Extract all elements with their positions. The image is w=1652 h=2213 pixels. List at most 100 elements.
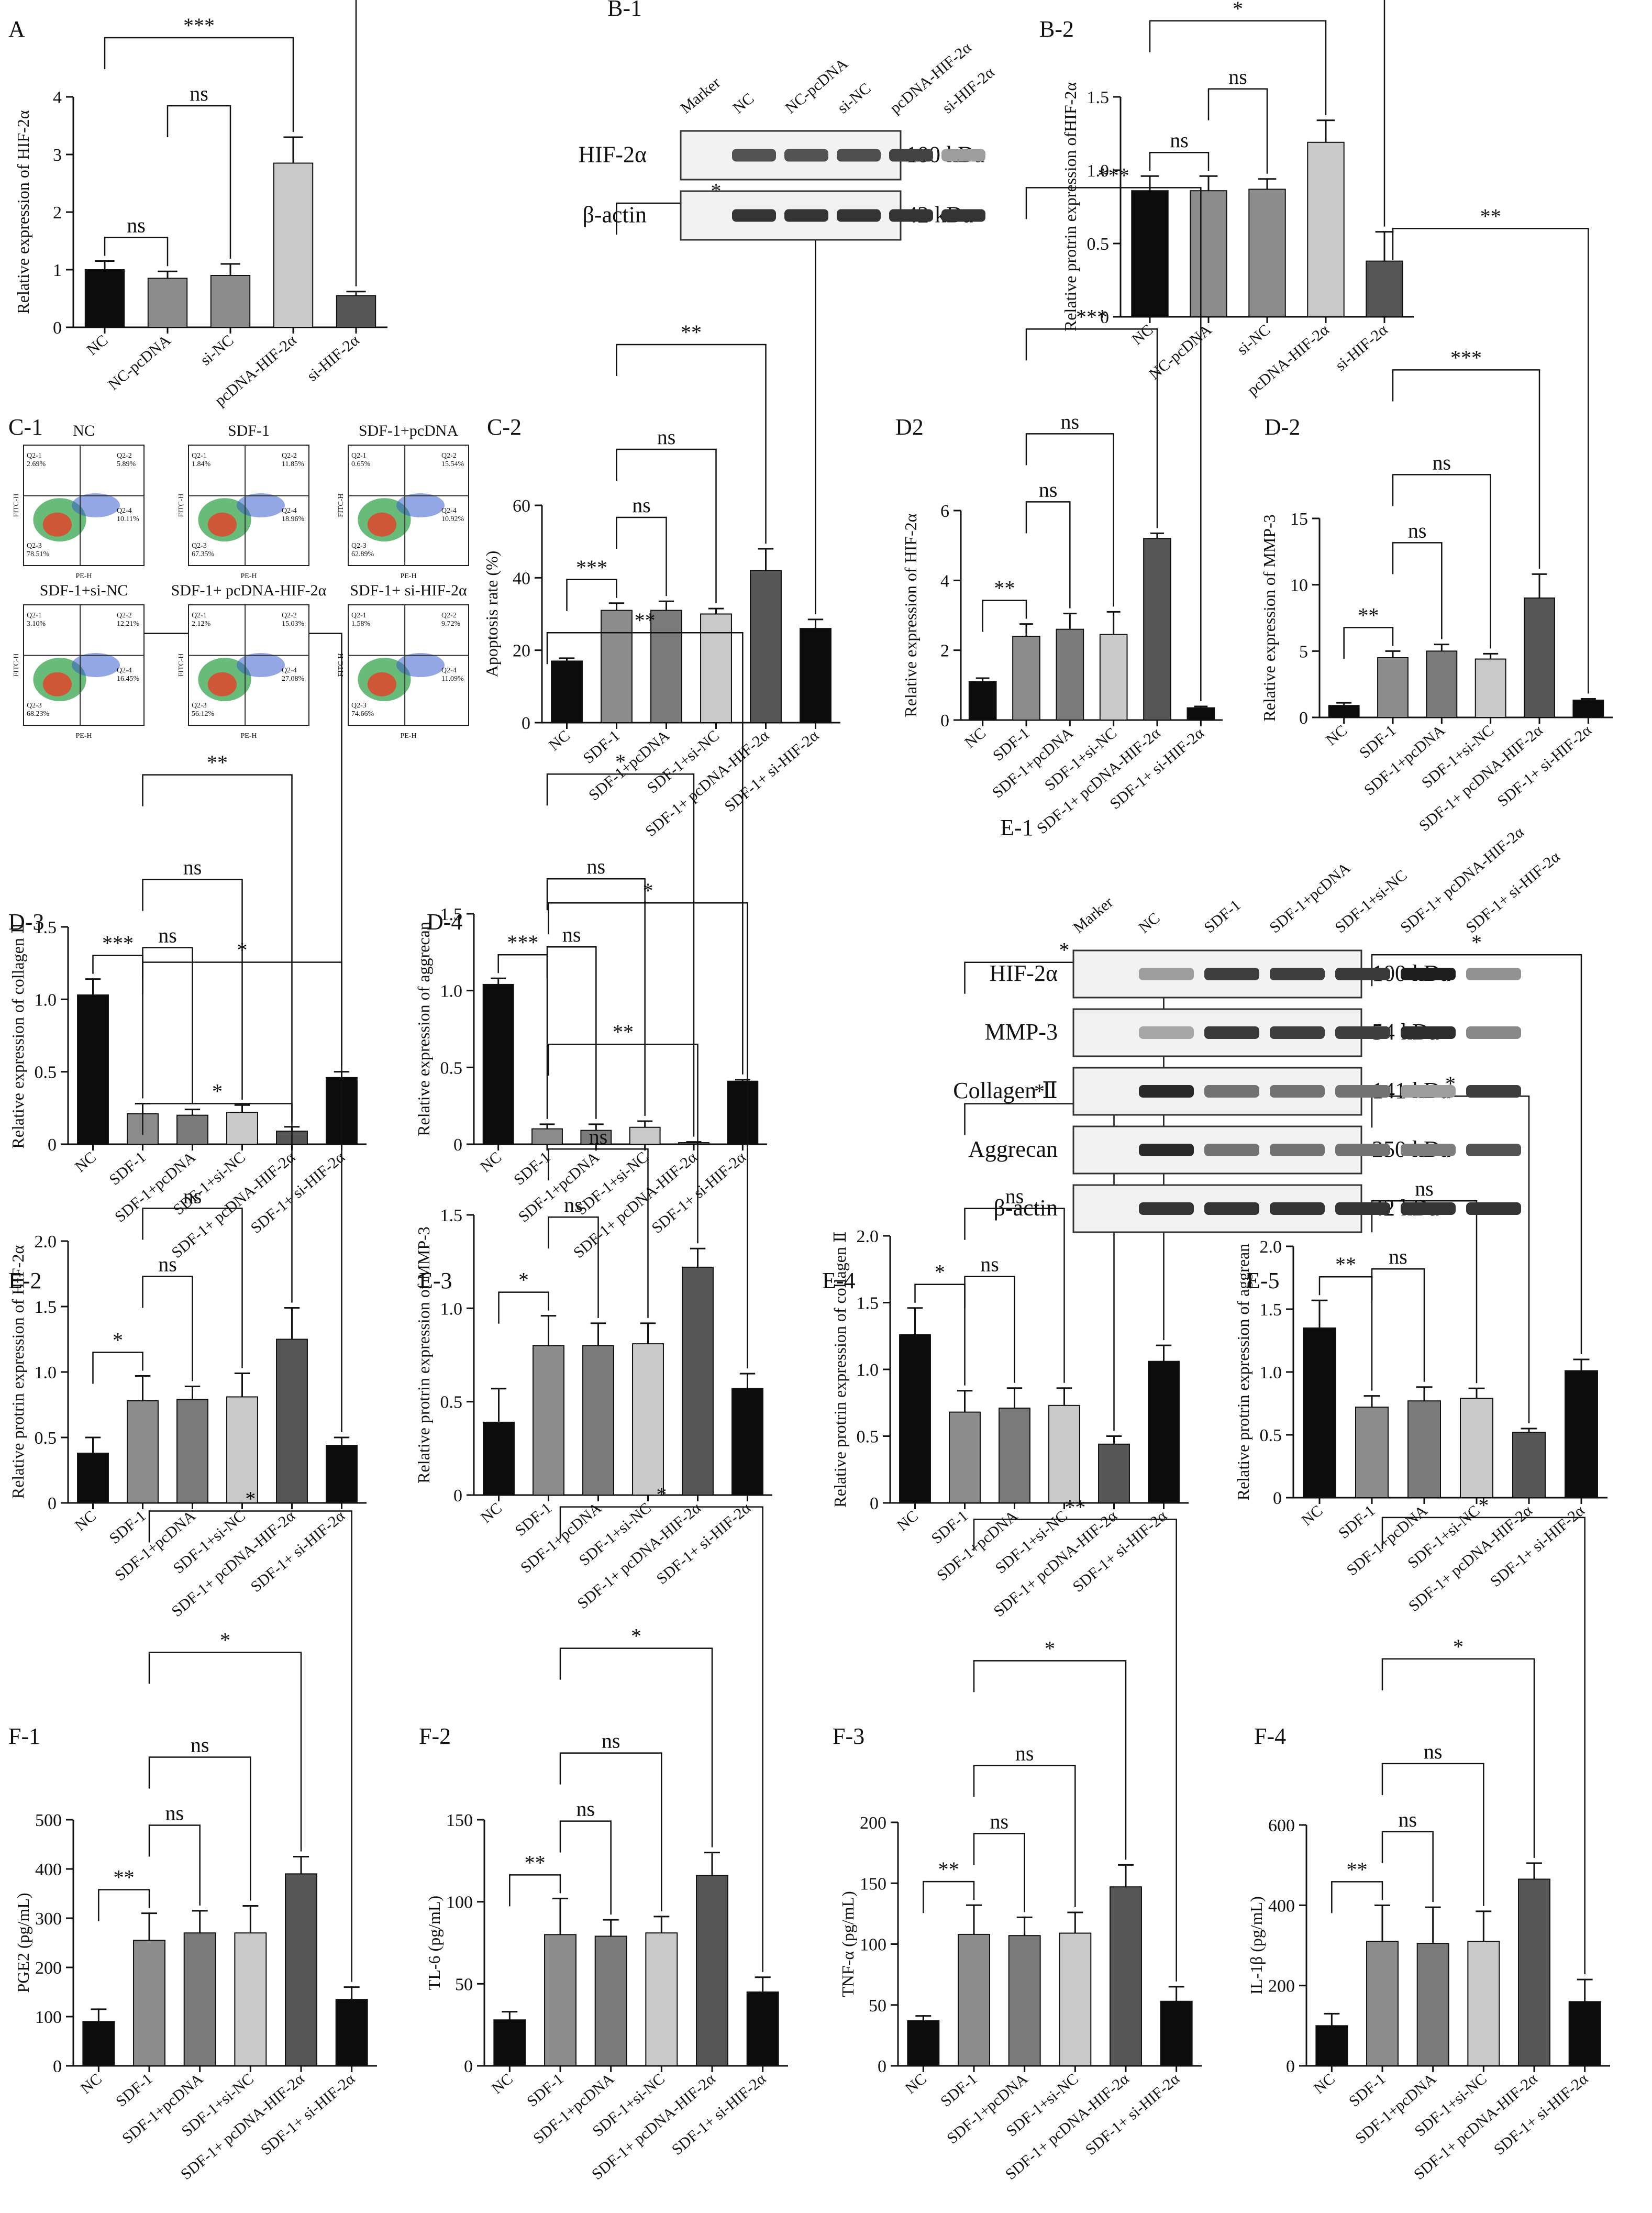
bar-0 bbox=[899, 1334, 931, 1503]
sig-bracket bbox=[104, 237, 169, 267]
sig-bracket bbox=[1025, 501, 1071, 608]
bar-5 bbox=[326, 1445, 358, 1503]
sig-bracket bbox=[964, 1208, 1065, 1383]
bar-0 bbox=[77, 1453, 109, 1503]
quad-name: Q2-1 bbox=[27, 452, 42, 460]
blot-band bbox=[1401, 1085, 1456, 1098]
quad-pct: 10.92% bbox=[441, 515, 464, 523]
quad-name: Q2-2 bbox=[282, 612, 297, 619]
y-tick-label: 100 bbox=[35, 2008, 62, 2027]
flow-plot: NC Q2-12.69% Q2-25.89% Q2-378.51% Q2-410.11%… bbox=[13, 422, 145, 580]
sig-bracket bbox=[142, 961, 342, 1432]
quad-pct: 15.03% bbox=[282, 620, 305, 628]
sig-bracket bbox=[964, 1103, 1115, 1431]
bar-0 bbox=[1131, 190, 1169, 318]
sig-label: ** bbox=[114, 1866, 135, 1889]
y-tick-label: 0.5 bbox=[440, 1058, 463, 1078]
blot-row-label: Aggrecan bbox=[968, 1136, 1058, 1162]
y-tick-label: 0 bbox=[1286, 2057, 1295, 2076]
x-tick-label: SDF-1 bbox=[106, 1148, 149, 1189]
y-tick-label: 0 bbox=[1100, 308, 1109, 327]
panel-label-F2: F-2 bbox=[419, 1723, 451, 1749]
sig-label: ns bbox=[191, 1733, 209, 1757]
blot-band bbox=[1335, 1085, 1390, 1098]
sig-bracket bbox=[1371, 1268, 1425, 1382]
sig-bracket bbox=[142, 879, 243, 1100]
sig-bracket bbox=[1025, 433, 1114, 607]
x-tick-label: si-HIF-2α bbox=[304, 331, 363, 385]
y-axis-label: Relative protrin expression ofHIF-2α bbox=[1061, 82, 1080, 331]
sig-bracket bbox=[1383, 0, 1385, 227]
lane-label: NC bbox=[1135, 909, 1163, 936]
sig-bracket bbox=[546, 878, 646, 1116]
x-tick-label: NC bbox=[1298, 1502, 1326, 1529]
y-axis-label: TNF-α (pg/mL) bbox=[838, 1891, 857, 1997]
bar-2 bbox=[1416, 1943, 1449, 2067]
blot-band bbox=[837, 209, 881, 222]
bar-5 bbox=[335, 1999, 368, 2067]
blot-row-label: β-actin bbox=[582, 202, 647, 228]
sig-label: ns bbox=[165, 1801, 184, 1825]
sig-label: ns bbox=[1005, 1185, 1024, 1208]
y-tick-label: 0.5 bbox=[35, 1063, 57, 1082]
sig-bracket bbox=[142, 1208, 243, 1368]
sig-label: ns bbox=[1039, 478, 1058, 501]
blot-band bbox=[1139, 1144, 1194, 1156]
bar-1 bbox=[133, 1940, 165, 2067]
flow-ylabel: FITC-H bbox=[13, 653, 20, 677]
sig-label: * bbox=[245, 1487, 256, 1511]
panel-label-D4: D-4 bbox=[427, 909, 462, 935]
sig-bracket bbox=[546, 773, 695, 1137]
sig-label: ns bbox=[1433, 450, 1451, 474]
quad-pct: 15.54% bbox=[441, 460, 464, 468]
y-tick-label: 1.5 bbox=[35, 918, 57, 937]
x-tick-label: NC bbox=[1311, 2070, 1338, 2097]
y-tick-label: 0 bbox=[1299, 709, 1308, 728]
lane-label: Marker bbox=[1070, 893, 1116, 936]
bar-3 bbox=[1460, 1398, 1493, 1498]
sig-label: * bbox=[643, 879, 653, 902]
y-tick-label: 150 bbox=[860, 1874, 886, 1894]
y-tick-label: 1.5 bbox=[1087, 88, 1110, 107]
flow-plot: SDF-1+si-NC Q2-13.10% Q2-212.21% Q2-368.23%… bbox=[13, 582, 145, 740]
blot-band bbox=[1270, 1202, 1325, 1215]
bar-1 bbox=[958, 1933, 990, 2066]
quad-pct: 67.35% bbox=[192, 550, 215, 558]
sig-label: ns bbox=[587, 855, 606, 878]
sig-label: ** bbox=[635, 608, 656, 632]
flow-plot: SDF-1 Q2-11.84% Q2-211.85% Q2-367.35% Q2-418… bbox=[178, 422, 309, 580]
flow-tail bbox=[396, 653, 445, 677]
blot-band bbox=[732, 209, 776, 222]
sig-label: * bbox=[1471, 931, 1482, 954]
bar-2 bbox=[210, 275, 251, 328]
y-tick-label: 400 bbox=[1268, 1896, 1295, 1916]
sig-label: ns bbox=[1408, 518, 1427, 542]
blot-band bbox=[1139, 968, 1194, 980]
flow-ylabel: FITC-H bbox=[13, 493, 20, 517]
y-tick-label: 100 bbox=[446, 1893, 473, 1912]
panel-label-E5: E-5 bbox=[1246, 1268, 1280, 1293]
sig-bracket bbox=[1381, 1763, 1484, 1906]
flow-title: SDF-1+si-NC bbox=[40, 582, 128, 599]
bar-4 bbox=[1518, 1878, 1550, 2066]
sig-label: *** bbox=[1450, 346, 1482, 369]
y-tick-label: 600 bbox=[1268, 1816, 1295, 1835]
sig-label: *** bbox=[1076, 305, 1107, 328]
x-tick-label: SDF-1 bbox=[928, 1507, 971, 1547]
sig-bracket bbox=[1381, 1831, 1434, 1902]
quad-name: Q2-3 bbox=[192, 542, 207, 550]
sig-bracket bbox=[548, 902, 748, 1369]
bar-1 bbox=[1012, 636, 1040, 721]
bar-5 bbox=[1148, 1360, 1180, 1503]
y-tick-label: 20 bbox=[513, 641, 530, 661]
sig-label: ** bbox=[994, 577, 1015, 600]
bar-3 bbox=[273, 162, 314, 328]
quad-name: Q2-4 bbox=[117, 507, 132, 515]
bar-2 bbox=[650, 610, 682, 724]
sig-bracket bbox=[973, 1833, 1025, 1912]
y-tick-label: 0 bbox=[453, 1486, 462, 1506]
quad-pct: 3.10% bbox=[27, 620, 46, 628]
panel-label-E4: E-4 bbox=[822, 1268, 856, 1293]
bar-2 bbox=[582, 1345, 614, 1496]
